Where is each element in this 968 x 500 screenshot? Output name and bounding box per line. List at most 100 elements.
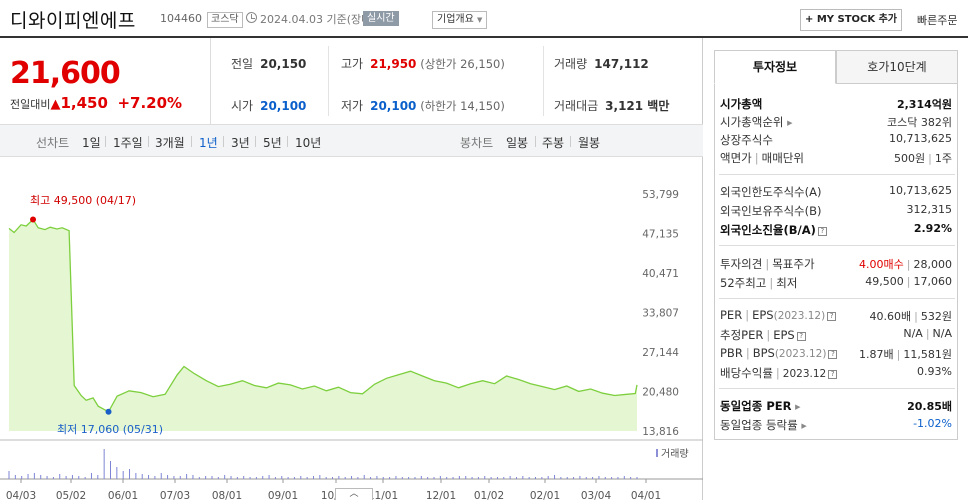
divider xyxy=(105,136,106,147)
period-1y[interactable]: 1년 xyxy=(199,136,218,150)
w52-label: 52주최고 | 최저 xyxy=(720,276,798,290)
dividend-value: 0.93% xyxy=(917,365,952,378)
x-tick-label: 02/01 xyxy=(530,490,560,500)
per-label: PER | EPS(2023.12)? xyxy=(720,308,837,322)
tab-order-book[interactable]: 호가10단계 xyxy=(836,50,958,84)
candle-monthly[interactable]: 월봉 xyxy=(578,136,601,150)
volume-value: 147,112 xyxy=(594,57,649,71)
low-price: 저가 20,100 (하한가 14,150) xyxy=(341,97,505,114)
shares-label: 상장주식수 xyxy=(720,133,773,147)
collapse-chart-button[interactable]: ︿ xyxy=(335,488,373,500)
par-row: 액면가 | 매매단위 500원 | 1주 xyxy=(715,148,959,166)
high-label: 고가 xyxy=(341,57,364,71)
upper-limit: (상한가 26,150) xyxy=(420,57,505,71)
volume-label: 거래량 xyxy=(661,448,689,460)
change-label: 전일대비 xyxy=(10,98,51,111)
price-chart: 53,799 47,135 40,471 33,807 27,144 20,480 13,8… xyxy=(0,157,703,500)
foreign-limit-label: 외국인한도주식수(A) xyxy=(720,185,822,199)
high-marker xyxy=(30,216,37,223)
trade-value-value: 3,121 백만 xyxy=(605,99,670,113)
current-price: 21,600 xyxy=(10,56,121,91)
x-tick-label: 07/03 xyxy=(160,490,190,500)
divider xyxy=(148,136,149,147)
market-cap-row: 시가총액 2,314억원 xyxy=(715,94,959,112)
help-icon: ? xyxy=(827,312,837,321)
up-arrow-icon: ▲ xyxy=(50,97,61,112)
volume-label: 거래량 xyxy=(554,57,588,71)
tab-investment-info[interactable]: 투자정보 xyxy=(714,50,836,84)
foreign-ratio-label: 외국인소진율(B/A)? xyxy=(720,222,827,238)
pbr-label: PBR | BPS(2023.12)? xyxy=(720,346,838,360)
price-change: 전일대비▲1,450 +7.20% xyxy=(10,94,182,112)
x-tick-label: 03/04 xyxy=(581,490,612,500)
divider xyxy=(287,136,288,147)
period-10y[interactable]: 10년 xyxy=(295,136,322,150)
lower-limit: (하한가 14,150) xyxy=(420,99,505,113)
high-annotation: 최고 49,500 (04/17) xyxy=(30,194,136,207)
industry-per-label[interactable]: 동일업종 PER ▶ xyxy=(720,399,801,413)
market-badge: 코스닥 xyxy=(207,12,243,28)
help-icon: ? xyxy=(796,332,806,341)
info-arrow-icon: ▶ xyxy=(801,422,807,430)
low-marker xyxy=(105,408,112,415)
trade-value: 거래대금 3,121 백만 xyxy=(554,97,669,114)
realtime-button[interactable]: 실시간 xyxy=(363,11,399,26)
per-row: PER | EPS(2023.12)? 40.60배 | 532원 xyxy=(715,306,959,324)
period-5y[interactable]: 5년 xyxy=(263,136,282,150)
help-icon: ? xyxy=(828,350,838,359)
change-percent: +7.20% xyxy=(117,94,183,112)
pbr-row: PBR | BPS(2023.12)? 1.87배 | 11,581원 xyxy=(715,344,959,362)
base-date: 2024.04.03 기준(장마감) xyxy=(260,13,386,26)
low-value: 20,100 xyxy=(370,99,417,113)
candle-weekly[interactable]: 주봉 xyxy=(542,136,565,150)
price-box: 21,600 전일대비▲1,450 +7.20% xyxy=(0,38,210,124)
industry-per-row: 동일업종 PER ▶ 20.85배 xyxy=(715,396,959,414)
par-label: 액면가 | 매매단위 xyxy=(720,151,804,165)
foreign-hold-row: 외국인보유주식수(B) 312,315 xyxy=(715,201,959,219)
par-value: 500원 | 1주 xyxy=(894,152,952,165)
x-tick-label: 08/01 xyxy=(212,490,242,500)
industry-rate-label[interactable]: 동일업종 등락률 ▶ xyxy=(720,418,807,432)
market-cap-rank-label: 시가총액순위 ▶ xyxy=(720,115,793,129)
quick-order-link[interactable]: 빠른주문 xyxy=(917,14,958,27)
dividend-label: 배당수익률 | 2023.12? xyxy=(720,365,838,381)
pbr-value: 1.87배 | 11,581원 xyxy=(859,348,952,361)
info-arrow-icon: ▶ xyxy=(787,119,793,127)
divider xyxy=(719,245,955,246)
foreign-limit-value: 10,713,625 xyxy=(889,184,952,197)
price-line xyxy=(8,218,638,413)
y-tick-label: 27,144 xyxy=(642,347,679,359)
investment-info-panel: 투자정보 호가10단계 시가총액 2,314억원 시가총액순위 ▶ 코스닥 38… xyxy=(704,38,968,500)
x-tick-label: 01/02 xyxy=(474,490,504,500)
market-cap-label: 시가총액 xyxy=(720,97,763,111)
high-price: 고가 21,950 (상한가 26,150) xyxy=(341,55,505,72)
main-panel: 21,600 전일대비▲1,450 +7.20% 전일 20,150 고가 21,9… xyxy=(0,38,703,500)
foreign-limit-row: 외국인한도주식수(A) 10,713,625 xyxy=(715,182,959,200)
divider xyxy=(535,136,536,147)
period-1d[interactable]: 1일 xyxy=(82,136,101,150)
company-overview-dropdown[interactable]: 기업개요 ▼ xyxy=(432,11,488,29)
divider xyxy=(191,136,192,147)
prev-close-value: 20,150 xyxy=(260,57,307,71)
period-3m[interactable]: 3개월 xyxy=(155,136,185,150)
x-tick-label: 05/02 xyxy=(56,490,86,500)
line-chart-label: 선차트 xyxy=(36,136,70,150)
chevron-down-icon: ▼ xyxy=(477,16,483,24)
candle-daily[interactable]: 일봉 xyxy=(506,136,529,150)
market-cap-rank-value: 코스닥 382위 xyxy=(887,116,952,129)
est-per-value: N/A | N/A xyxy=(903,327,952,340)
opinion-value: 4.00매수 | 28,000 xyxy=(859,258,952,271)
info-arrow-icon: ▶ xyxy=(795,403,801,411)
w52-row: 52주최고 | 최저 49,500 | 17,060 xyxy=(715,273,959,291)
chevron-up-icon: ︿ xyxy=(349,489,359,499)
shares-value: 10,713,625 xyxy=(889,132,952,145)
volume: 거래량 147,112 xyxy=(554,55,649,72)
period-3y[interactable]: 3년 xyxy=(231,136,250,150)
x-tick-label: 11/01 xyxy=(368,490,398,500)
prev-close: 전일 20,150 xyxy=(231,55,306,72)
divider xyxy=(223,136,224,147)
y-tick-label: 20,480 xyxy=(642,387,679,399)
market-cap-rank-row: 시가총액순위 ▶ 코스닥 382위 xyxy=(715,112,959,130)
add-mystock-button[interactable]: + MY STOCK 추가 xyxy=(800,9,902,31)
period-1w[interactable]: 1주일 xyxy=(113,136,143,150)
